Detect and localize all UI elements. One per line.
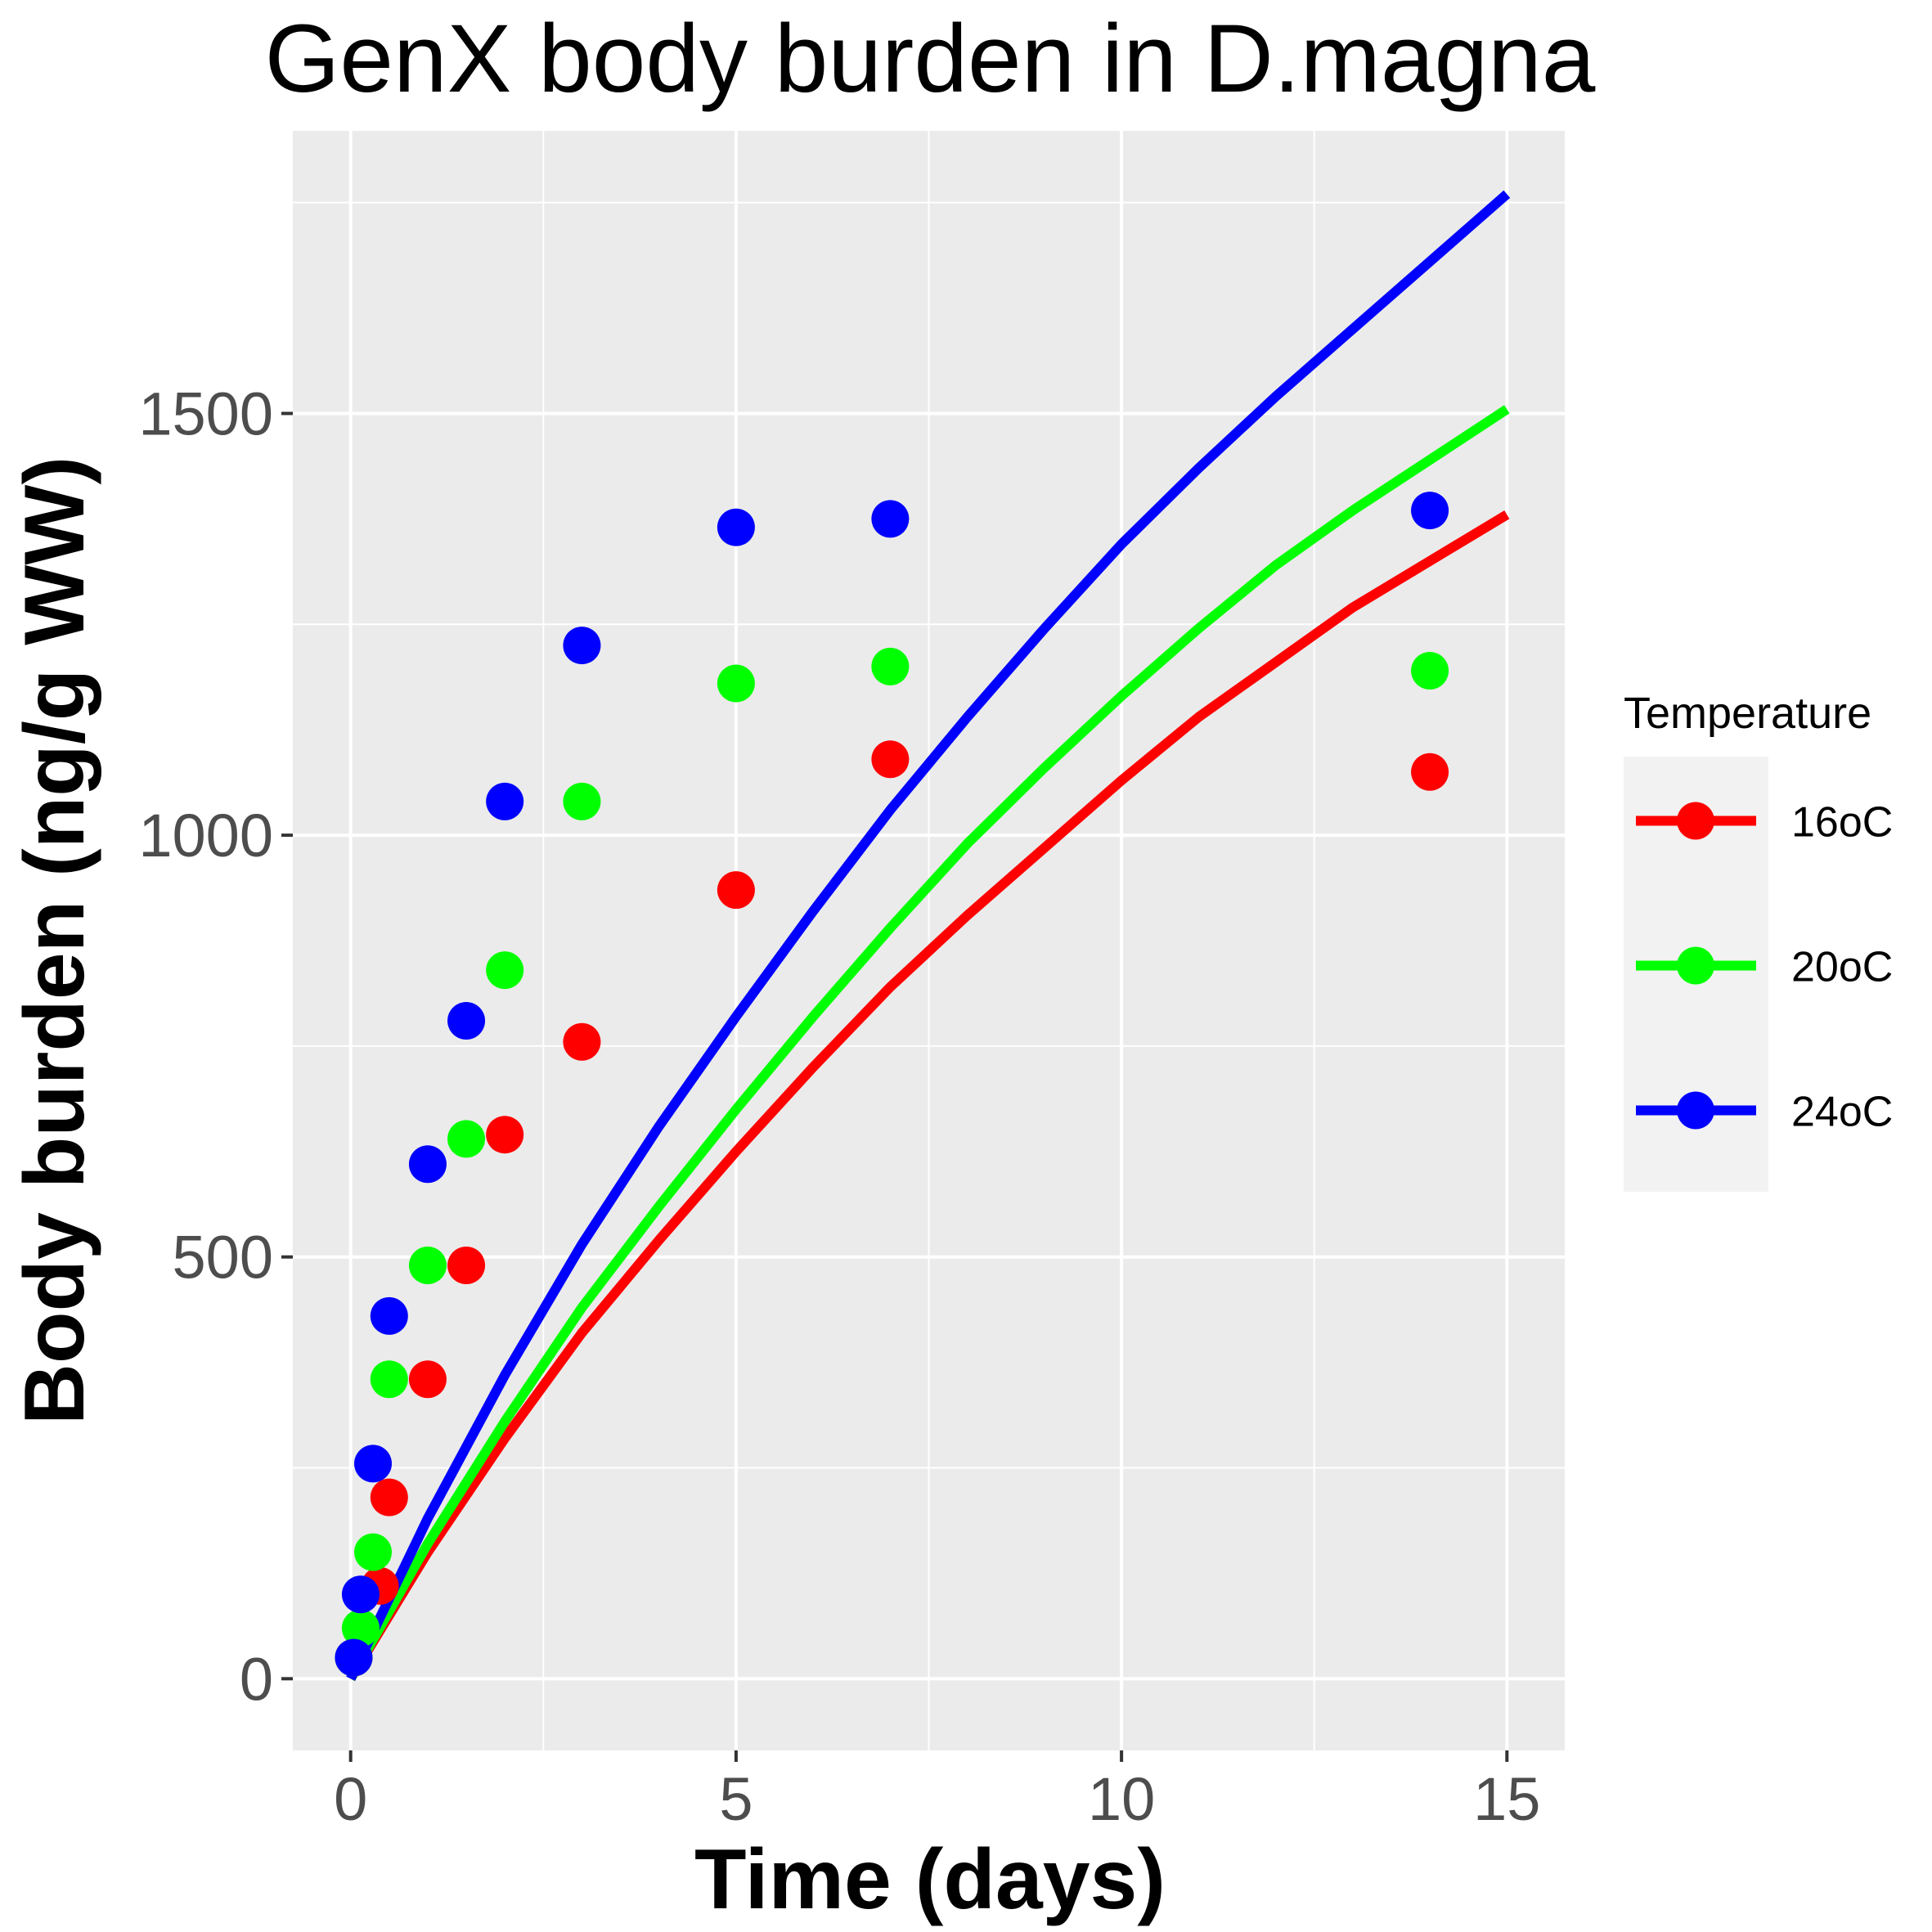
data-point-16oC xyxy=(370,1478,408,1516)
data-point-16oC xyxy=(408,1360,447,1399)
x-tick-label: 15 xyxy=(1473,1765,1540,1833)
x-axis: 0 5 10 15 xyxy=(334,1750,1540,1833)
data-point-24oC xyxy=(1411,492,1449,530)
legend-label-20oC: 20oC xyxy=(1791,944,1893,991)
grid-minor xyxy=(293,131,1565,1750)
data-point-24oC xyxy=(717,508,755,546)
fit-line-20oC xyxy=(346,405,1510,1682)
data-point-20oC xyxy=(354,1533,393,1571)
data-point-20oC xyxy=(370,1360,408,1399)
x-axis-title: Time (days) xyxy=(694,1832,1166,1927)
y-tick-label: 1000 xyxy=(138,802,273,869)
y-tick-label: 1500 xyxy=(138,380,273,447)
legend-key-point-24oC xyxy=(1677,1091,1714,1130)
data-point-20oC xyxy=(717,664,755,703)
data-point-20oC xyxy=(341,1609,380,1647)
data-point-24oC xyxy=(354,1445,393,1483)
data-point-16oC xyxy=(1411,753,1449,791)
legend: Temperature 16oC 20oC 24oC xyxy=(1624,689,1893,1192)
legend-label-24oC: 24oC xyxy=(1791,1089,1893,1136)
data-point-24oC xyxy=(447,1001,486,1040)
y-tick-label: 500 xyxy=(173,1224,273,1292)
legend-items: 16oC 20oC 24oC xyxy=(1636,799,1893,1136)
data-point-24oC xyxy=(871,500,910,538)
legend-key-point-20oC xyxy=(1677,946,1714,985)
data-point-20oC xyxy=(486,951,524,990)
fit-line-16oC xyxy=(346,510,1510,1682)
data-point-24oC xyxy=(486,782,524,820)
data-point-20oC xyxy=(408,1247,447,1285)
data-point-16oC xyxy=(486,1116,524,1154)
data-point-20oC xyxy=(447,1120,486,1158)
y-axis-title: Body burden (ng/g WW) xyxy=(7,456,102,1425)
data-point-20oC xyxy=(563,782,601,820)
y-axis: 0 500 1000 1500 xyxy=(138,380,293,1713)
x-tick-label: 10 xyxy=(1088,1765,1155,1833)
data-point-24oC xyxy=(563,627,601,665)
data-point-24oC xyxy=(408,1145,447,1184)
data-point-24oC xyxy=(370,1296,408,1335)
x-tick-label: 0 xyxy=(334,1765,367,1833)
legend-title: Temperature xyxy=(1624,689,1871,738)
fit-lines xyxy=(346,190,1511,1682)
data-point-16oC xyxy=(717,871,755,910)
data-point-24oC xyxy=(341,1575,380,1614)
y-tick-label: 0 xyxy=(240,1645,273,1713)
data-point-24oC xyxy=(335,1638,373,1677)
data-points xyxy=(335,492,1449,1677)
data-point-16oC xyxy=(563,1022,601,1061)
data-point-20oC xyxy=(1411,652,1449,690)
x-tick-label: 5 xyxy=(719,1765,753,1833)
data-point-20oC xyxy=(871,647,910,685)
grid-major xyxy=(293,131,1565,1750)
data-point-16oC xyxy=(871,740,910,779)
data-point-16oC xyxy=(447,1247,486,1285)
fit-line-24oC xyxy=(346,190,1511,1681)
legend-label-16oC: 16oC xyxy=(1791,799,1893,847)
chart-title: GenX body burden in D.magna xyxy=(265,5,1596,113)
legend-key-point-16oC xyxy=(1677,802,1714,840)
